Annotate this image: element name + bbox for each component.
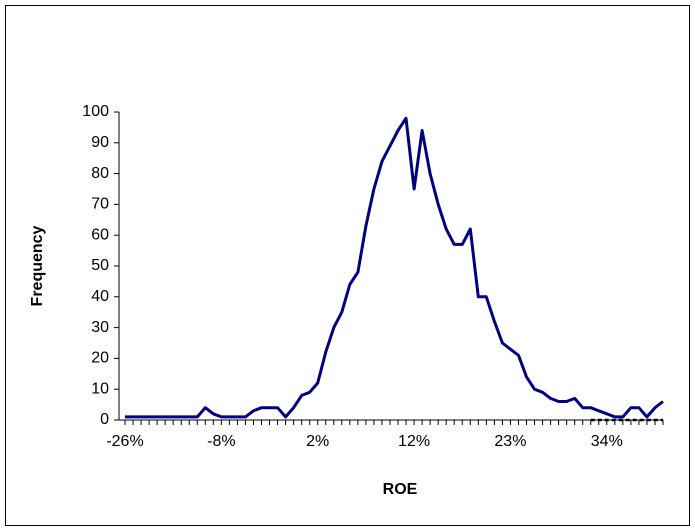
x-tick-label: -26% (106, 433, 143, 450)
series-line (125, 116, 664, 419)
x-tick-label: -8% (207, 433, 235, 450)
y-tick-label: 0 (100, 411, 109, 428)
x-tick-label: 12% (398, 433, 430, 450)
y-tick-label: 90 (91, 134, 109, 151)
y-tick-label: 70 (91, 196, 109, 213)
y-tick-label: 100 (82, 103, 109, 120)
x-tick-label: 23% (494, 433, 526, 450)
x-tick-label: 2% (306, 433, 329, 450)
x-tick-label: 34% (591, 433, 623, 450)
y-axis-title: Frequency (29, 225, 46, 306)
y-tick-label: 80 (91, 165, 109, 182)
y-tick-label: 40 (91, 288, 109, 305)
x-axis-title: ROE (383, 481, 418, 498)
y-tick-label: 10 (91, 380, 109, 397)
y-tick-label: 30 (91, 319, 109, 336)
y-tick-label: 50 (91, 257, 109, 274)
y-tick-label: 60 (91, 226, 109, 243)
y-tick-label: 20 (91, 350, 109, 367)
